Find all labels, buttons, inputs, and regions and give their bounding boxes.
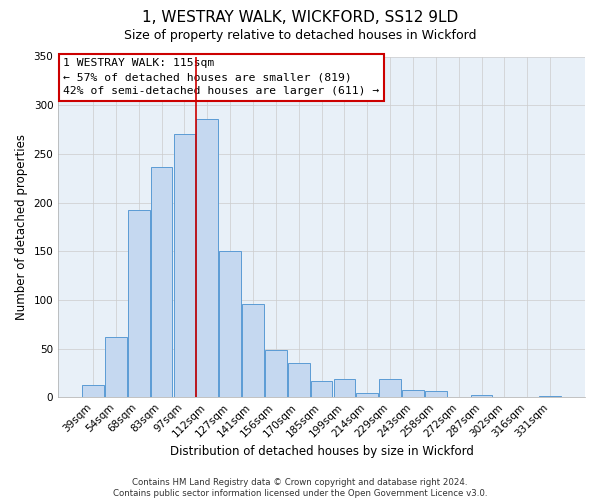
Bar [425, 392, 447, 397]
Bar [242, 304, 264, 397]
Text: 1, WESTRAY WALK, WICKFORD, SS12 9LD: 1, WESTRAY WALK, WICKFORD, SS12 9LD [142, 10, 458, 25]
X-axis label: Distribution of detached houses by size in Wickford: Distribution of detached houses by size … [170, 444, 473, 458]
Text: Contains HM Land Registry data © Crown copyright and database right 2024.
Contai: Contains HM Land Registry data © Crown c… [113, 478, 487, 498]
Bar [379, 378, 401, 397]
Bar [196, 119, 218, 397]
Bar [105, 337, 127, 397]
Bar [356, 394, 378, 397]
Bar [173, 134, 195, 397]
Bar [265, 350, 287, 397]
Bar [219, 251, 241, 397]
Bar [128, 210, 149, 397]
Bar [402, 390, 424, 397]
Bar [288, 363, 310, 397]
Bar [82, 384, 104, 397]
Bar [151, 166, 172, 397]
Bar [311, 380, 332, 397]
Text: 1 WESTRAY WALK: 115sqm
← 57% of detached houses are smaller (819)
42% of semi-de: 1 WESTRAY WALK: 115sqm ← 57% of detached… [64, 58, 380, 96]
Bar [334, 378, 355, 397]
Y-axis label: Number of detached properties: Number of detached properties [15, 134, 28, 320]
Bar [471, 396, 493, 397]
Bar [539, 396, 561, 397]
Text: Size of property relative to detached houses in Wickford: Size of property relative to detached ho… [124, 29, 476, 42]
